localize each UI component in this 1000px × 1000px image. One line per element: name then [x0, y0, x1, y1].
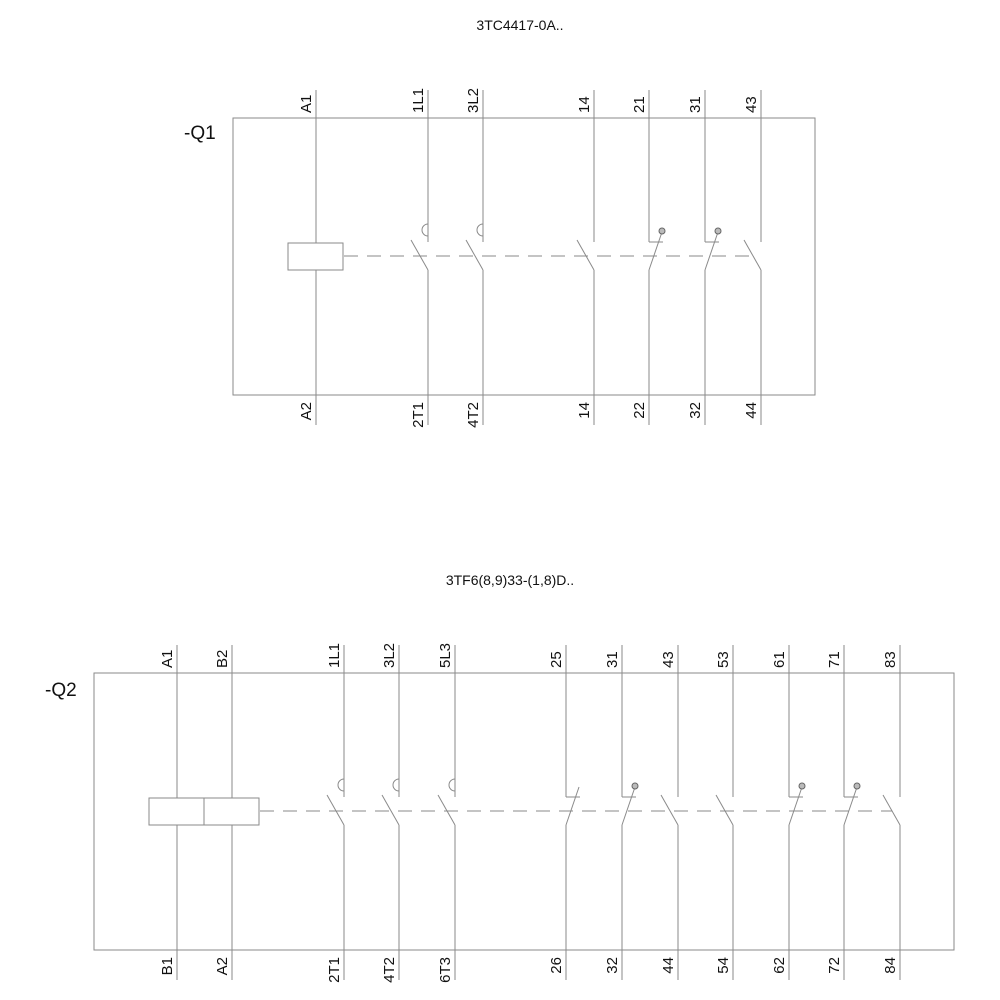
contact-blade [843, 786, 858, 826]
contact-nc-dot [788, 645, 806, 980]
terminal-label-top: 5L3 [437, 643, 454, 668]
contact-main-no [381, 645, 400, 980]
terminal-label-top: 53 [715, 651, 732, 668]
terminal-label-bottom: 2T1 [326, 957, 343, 983]
contact-nc [565, 645, 580, 980]
diagram-q1: 3TC4417-0A.. -Q1 A1 A2 1L1 2T1 3L2 4T2 14 14 21 2… [184, 17, 816, 428]
terminal-label-top: 1L1 [326, 643, 343, 668]
terminal-label-bottom: 72 [826, 957, 843, 974]
contact-main-no [410, 90, 429, 425]
arc-chute-icon [392, 778, 400, 792]
pivot-dot-icon [798, 782, 806, 790]
terminal-label-top: 61 [771, 651, 788, 668]
terminal-label-bottom: 14 [576, 402, 593, 419]
terminal-label-top: 1L1 [410, 88, 427, 113]
terminal-label-top: 25 [548, 651, 565, 668]
contact-no [882, 645, 901, 980]
terminal-label-top: 31 [687, 96, 704, 113]
terminal-label-bottom: 44 [743, 402, 760, 419]
terminal-label-top: 71 [826, 651, 843, 668]
contact-blade [410, 239, 429, 271]
contact-blade [565, 786, 580, 826]
diagram-q2: 3TF6(8,9)33-(1,8)D.. -Q2 A1 B1 B2 A2 1L1 2T1 3… [45, 572, 955, 983]
contact-no [576, 90, 595, 425]
terminal-label-top: 83 [882, 651, 899, 668]
terminal-label-top: B2 [214, 650, 231, 668]
contact-no [715, 645, 734, 980]
terminal-label-top: 43 [660, 651, 677, 668]
contact-nc-dot [704, 90, 722, 425]
coil-symbol [287, 242, 344, 271]
terminal-label-bottom: 32 [687, 402, 704, 419]
contact-blade [648, 231, 663, 271]
terminal-label-top: A1 [298, 95, 315, 113]
pivot-dot-icon [853, 782, 861, 790]
terminal-label-top: A1 [159, 650, 176, 668]
contact-no [743, 90, 762, 425]
pivot-dot-icon [714, 227, 722, 235]
contact-blade [704, 231, 719, 271]
terminal-label-bottom: 32 [604, 957, 621, 974]
terminal-label-bottom: 2T1 [410, 402, 427, 428]
terminal-label-bottom: 84 [882, 957, 899, 974]
contact-blade [621, 786, 636, 826]
coil-symbol [203, 797, 260, 826]
contact-blade [437, 794, 456, 826]
arc-chute-icon [476, 223, 484, 237]
diagram-title: 3TF6(8,9)33-(1,8)D.. [446, 572, 574, 588]
contact-blade [788, 786, 803, 826]
terminal-label-top: 31 [604, 651, 621, 668]
contact-main-no [326, 645, 345, 980]
contact-blade [882, 794, 901, 826]
diagram-title: 3TC4417-0A.. [476, 17, 563, 33]
arc-chute-icon [448, 778, 456, 792]
terminal-label-bottom: 4T2 [381, 957, 398, 983]
contact-nc-dot [843, 645, 861, 980]
contact-nc-dot [648, 90, 666, 425]
terminal-label-bottom: B1 [159, 957, 176, 975]
terminal-label-top: 3L2 [465, 88, 482, 113]
terminal-label-top: 14 [576, 96, 593, 113]
contact-blade [381, 794, 400, 826]
device-tag: -Q2 [45, 680, 77, 701]
terminal-label-bottom: 54 [715, 957, 732, 974]
contact-blade [465, 239, 484, 271]
terminal-label-bottom: 22 [631, 402, 648, 419]
terminal-label-bottom: 4T2 [465, 402, 482, 428]
contact-blade [743, 239, 762, 271]
coil-symbol [148, 797, 205, 826]
terminal-label-top: 3L2 [381, 643, 398, 668]
contact-blade [576, 239, 595, 271]
arc-chute-icon [337, 778, 345, 792]
device-tag: -Q1 [184, 123, 216, 144]
terminal-label-bottom: 62 [771, 957, 788, 974]
terminal-label-top: 43 [743, 96, 760, 113]
contact-main-no [465, 90, 484, 425]
terminal-label-top: 21 [631, 96, 648, 113]
arc-chute-icon [421, 223, 429, 237]
terminal-label-bottom: A2 [298, 402, 315, 420]
terminal-label-bottom: 26 [548, 957, 565, 974]
terminal-label-bottom: 44 [660, 957, 677, 974]
pivot-dot-icon [631, 782, 639, 790]
device-enclosure [93, 672, 955, 951]
contact-blade [326, 794, 345, 826]
terminal-label-bottom: 6T3 [437, 957, 454, 983]
contact-blade [715, 794, 734, 826]
contact-no [660, 645, 679, 980]
contact-main-no [437, 645, 456, 980]
pivot-dot-icon [658, 227, 666, 235]
contact-nc-dot [621, 645, 639, 980]
terminal-label-bottom: A2 [214, 957, 231, 975]
device-enclosure [232, 117, 816, 396]
contact-blade [660, 794, 679, 826]
